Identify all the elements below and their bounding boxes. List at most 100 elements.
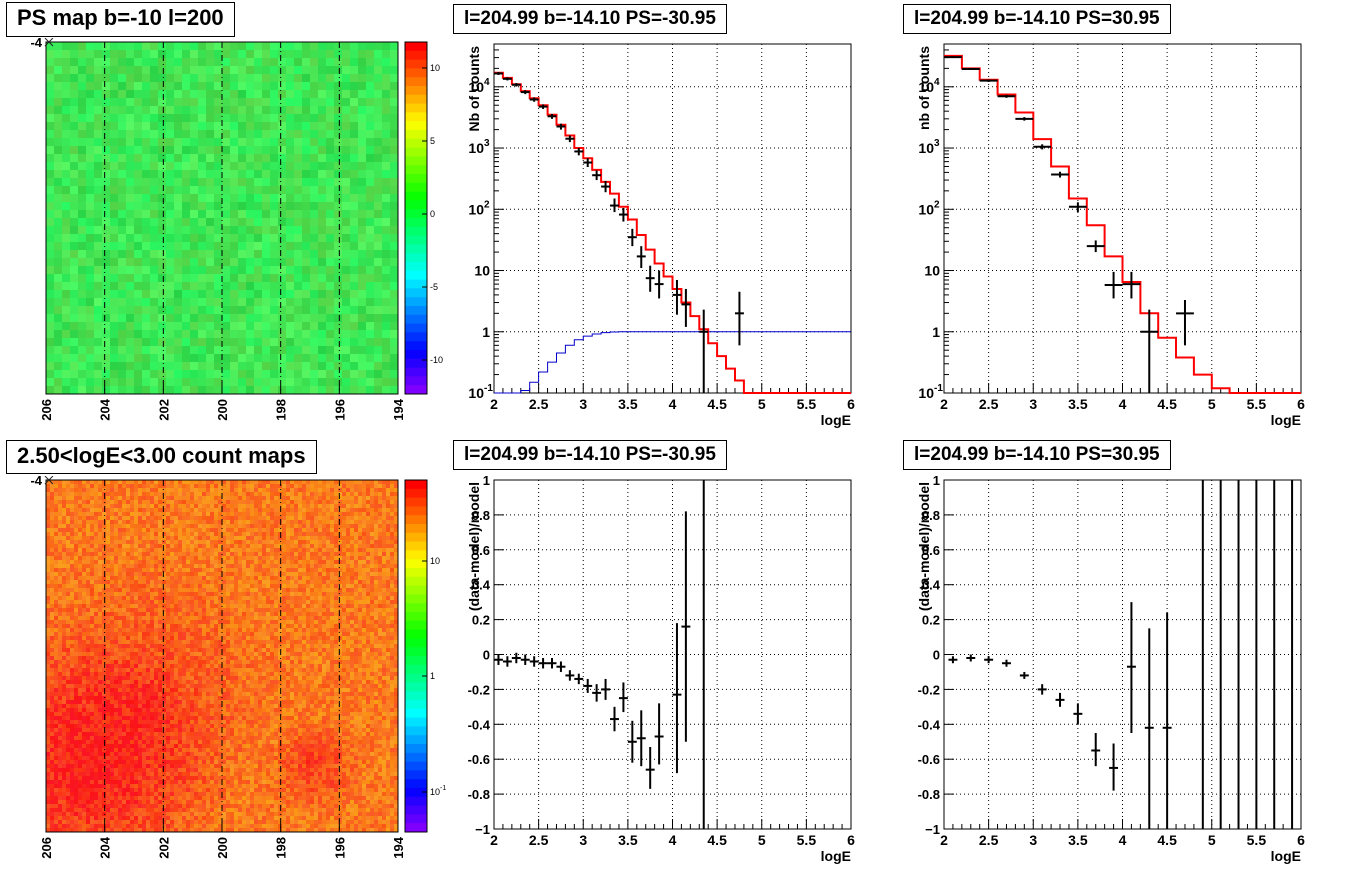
x-tick-label: 2.5 (979, 832, 999, 848)
y-tick-exponent: 2 (484, 199, 490, 210)
colorbar-frame (404, 479, 428, 833)
x-tick-label: 2 (940, 832, 948, 848)
map-x-tick-label: 202 (156, 837, 171, 859)
data-point (1091, 733, 1101, 767)
colorbar-cell (405, 770, 427, 780)
y-tick-label: 0.8 (472, 508, 490, 523)
colorbar-cell (405, 174, 427, 184)
y-tick-exponent: 4 (934, 77, 940, 88)
colorbar-cell (405, 130, 427, 140)
data-point (529, 97, 539, 102)
y-tick-label: 10 (918, 385, 934, 401)
y-tick-label: 1 (932, 324, 940, 340)
map-x-tick-label: 198 (274, 837, 289, 859)
y-tick-label: -0.2 (918, 682, 940, 697)
data-point (547, 657, 557, 669)
x-tick-label: 3.5 (618, 396, 638, 412)
y-tick-exponent: -1 (934, 383, 943, 394)
colorbar-cell (405, 121, 427, 131)
data-point (627, 228, 637, 247)
colorbar-cell (405, 744, 427, 754)
data-point (556, 661, 566, 672)
colorbar-cell (405, 805, 427, 815)
data-point (538, 657, 548, 669)
colorbar-cell (405, 138, 427, 149)
chart-title-bottom-right: l=204.99 b=-14.10 PS=30.95 (903, 440, 1171, 470)
x-tick-label: 3 (1029, 396, 1037, 412)
colorbar-cell (405, 735, 427, 745)
colorbar-cell (405, 42, 427, 52)
colorbar-cell (405, 270, 427, 281)
colorbar-cell (405, 350, 427, 360)
data-point (520, 90, 530, 95)
y-tick-label: 0 (933, 648, 940, 663)
colorbar-cell (405, 376, 427, 386)
colorbar-cell (405, 156, 427, 166)
data-point (1019, 671, 1029, 679)
colorbar-cell (405, 103, 427, 113)
colorbar-cell (405, 86, 427, 96)
y-tick-exponent: 4 (484, 77, 490, 88)
colorbar-cell (405, 385, 427, 395)
y-tick-label: 10 (474, 263, 490, 279)
colorbar-cell (405, 218, 427, 228)
map-cells (46, 42, 399, 395)
data-point (1086, 240, 1105, 253)
model-step-line (494, 71, 851, 394)
colorbar-cell (405, 541, 427, 551)
data-point (511, 652, 521, 664)
y-tick-label: -0.2 (468, 682, 490, 697)
colorbar-cell (405, 585, 427, 595)
colorbar-cell (405, 94, 427, 105)
data-point (592, 684, 602, 702)
y-tick-label: -0.6 (918, 752, 940, 767)
x-tick-label: 3.5 (1068, 832, 1088, 848)
colorbar-cell (405, 726, 427, 736)
map-bottom-title: 2.50<logE<3.00 count maps (6, 440, 317, 474)
colorbar-cell (405, 629, 427, 639)
map-y-tick-label: -4 (30, 476, 42, 488)
x-tick-label: 4 (1119, 396, 1127, 412)
data-point (1033, 144, 1052, 150)
colorbar-cell (405, 209, 427, 219)
y-axis-label: Nb of counts (466, 46, 482, 132)
map-x-tick-label: 200 (215, 837, 230, 859)
data-point (494, 654, 503, 665)
cross-marker (44, 476, 54, 485)
colorbar-cell (405, 550, 427, 560)
count-map-bottom: 206204202200198196194-4-6-8-10-12-14CKLG… (30, 476, 446, 859)
colorbar-cell (405, 823, 427, 833)
data-point (654, 703, 664, 765)
ps-map-top: 206204202200198196194-4-6-8-10-12-14CKLG… (30, 38, 443, 421)
data-point (636, 246, 646, 268)
colorbar-cell (405, 761, 427, 771)
x-tick-label: 4.5 (707, 832, 727, 848)
background-step-line (494, 331, 851, 394)
colorbar-tick-label: -5 (430, 282, 438, 292)
colorbar-cell (405, 367, 427, 377)
data-point (494, 72, 503, 75)
map-x-tick-label: 194 (391, 836, 406, 858)
y-tick-exponent: 2 (934, 199, 940, 210)
data-point (672, 280, 682, 315)
colorbar-cell (405, 708, 427, 719)
colorbar-cell (405, 50, 427, 61)
data-point (654, 270, 664, 299)
map-x-tick-label: 198 (274, 399, 289, 421)
y-tick-label: 1 (933, 473, 940, 488)
colorbar-cell (405, 700, 427, 710)
colorbar-cell (405, 594, 427, 604)
data-point (520, 654, 530, 665)
x-tick-label: 5.5 (1247, 396, 1267, 412)
map-x-tick-label: 200 (215, 399, 230, 421)
data-point (574, 673, 584, 685)
y-axis-label: (data-model)/model (466, 482, 482, 611)
colorbar-tick-label: 10 (430, 63, 440, 73)
y-tick-label: 10 (468, 201, 484, 217)
data-point (1104, 271, 1123, 299)
colorbar-cell (405, 297, 427, 307)
colorbar-cell (405, 306, 427, 316)
y-tick-label: 10 (468, 79, 484, 95)
